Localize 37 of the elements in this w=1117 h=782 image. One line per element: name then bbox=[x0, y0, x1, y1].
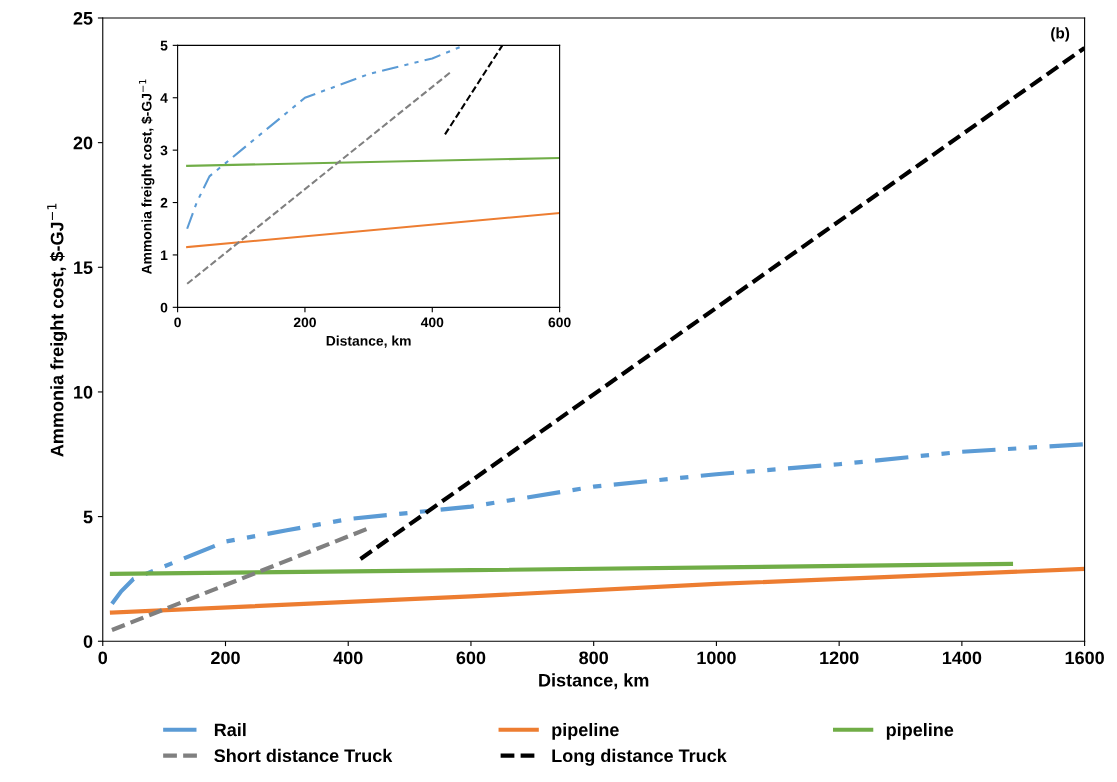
legend-label: Long distance Truck bbox=[552, 748, 727, 766]
x-tick-label: 400 bbox=[333, 651, 363, 665]
legend-label: pipeline bbox=[552, 722, 619, 740]
y-tick-label: 15 bbox=[74, 261, 93, 275]
y-tick-label: 2 bbox=[160, 197, 168, 208]
y-tick-label: 1 bbox=[161, 250, 168, 260]
y-axis-title: Ammonia freight cost, $-GJ$^{−1}$ bbox=[47, 203, 68, 457]
x-tick-label: 200 bbox=[211, 651, 240, 665]
x-tick-label: 800 bbox=[579, 651, 609, 665]
y-tick-label: 5 bbox=[83, 510, 93, 524]
x-tick-label: 200 bbox=[293, 317, 316, 328]
y-tick-label: 5 bbox=[160, 40, 168, 51]
x-tick-label: 0 bbox=[174, 317, 181, 328]
x-tick-label: 1600 bbox=[1065, 651, 1104, 665]
x-tick-label: 1400 bbox=[942, 651, 982, 665]
x-tick-label: 1000 bbox=[697, 651, 736, 665]
y-tick-label: 25 bbox=[73, 11, 93, 25]
x-tick-label: 400 bbox=[420, 317, 444, 328]
y-tick-label: 4 bbox=[160, 93, 168, 103]
annotation: (b) bbox=[1051, 27, 1070, 42]
x-axis-title: Distance, km bbox=[326, 335, 411, 348]
line-series bbox=[109, 566, 1085, 615]
y-tick-label: 3 bbox=[160, 145, 168, 156]
x-tick-label: 0 bbox=[98, 651, 108, 665]
legend-label: pipeline bbox=[886, 722, 954, 740]
y-tick-label: 0 bbox=[160, 302, 168, 313]
legend-label: Short distance Truck bbox=[214, 748, 393, 763]
x-axis-title: Distance, km bbox=[539, 673, 649, 690]
line-series bbox=[109, 442, 1085, 606]
x-tick-label: 600 bbox=[456, 651, 486, 665]
x-tick-label: 1200 bbox=[820, 651, 859, 665]
legend-label: Rail bbox=[214, 722, 246, 737]
x-tick-label: 600 bbox=[548, 317, 571, 328]
y-tick-label: 10 bbox=[74, 385, 93, 399]
y-tick-label: 0 bbox=[83, 635, 93, 648]
y-axis-title: Ammonia freight cost, $-GJ$^{−1}$ bbox=[139, 79, 155, 275]
y-tick-label: 20 bbox=[73, 136, 93, 150]
